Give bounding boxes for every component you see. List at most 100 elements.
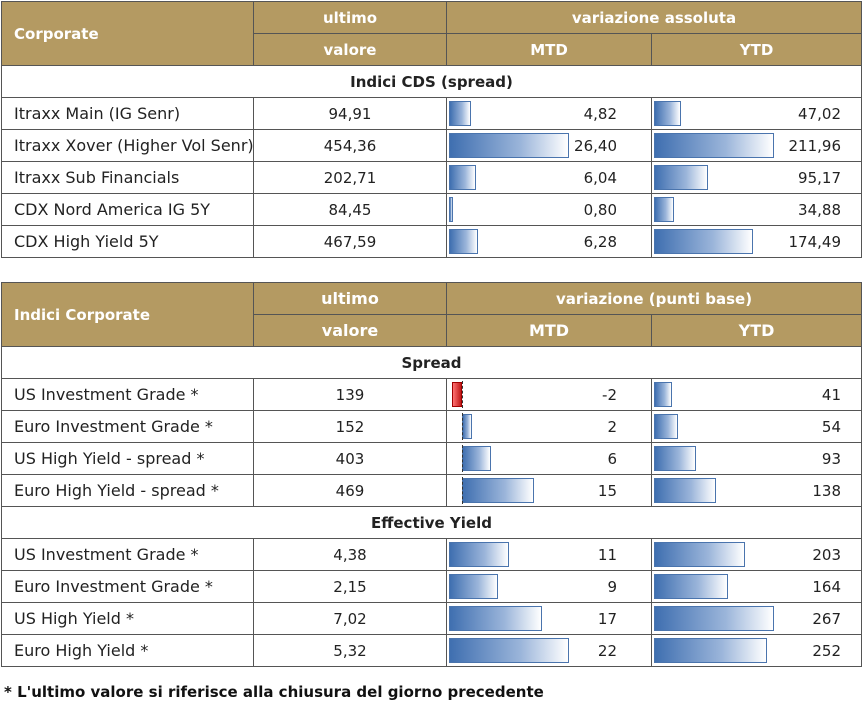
mtd-value: 6,04	[583, 168, 617, 187]
mtd-bar	[449, 133, 569, 158]
header-corporate: Corporate	[1, 1, 254, 66]
ytd-bar	[654, 638, 768, 663]
row-value: 7,02	[253, 602, 447, 635]
row-name: Euro High Yield - spread *	[1, 474, 254, 507]
ytd-cell: 54	[651, 410, 862, 443]
ytd-bar	[654, 478, 717, 503]
row-name: Euro Investment Grade *	[1, 410, 254, 443]
mtd-cell: -2	[446, 378, 652, 411]
row-name: US High Yield *	[1, 602, 254, 635]
header-mtd: MTD	[446, 314, 652, 347]
ytd-value: 267	[812, 609, 841, 628]
row-value: 139	[253, 378, 447, 411]
cds-table-body: Indici CDS (spread) Itraxx Main (IG Senr)…	[1, 65, 862, 258]
mtd-cell: 9	[446, 570, 652, 603]
ytd-bar	[654, 197, 674, 222]
mtd-bar	[449, 197, 453, 222]
mtd-value: 6,28	[583, 232, 617, 251]
mtd-bar	[449, 165, 477, 190]
section-row: Indici CDS (spread)	[1, 65, 862, 98]
header-ultimo: ultimo	[253, 1, 447, 34]
table-row: Itraxx Sub Financials 202,71 6,04 95,17	[1, 161, 862, 194]
ytd-bar	[654, 414, 679, 439]
section-row: Spread	[1, 346, 862, 379]
header-mtd: MTD	[446, 33, 652, 66]
header-variazione-pb: variazione (punti base)	[446, 282, 862, 315]
mtd-bar	[449, 229, 478, 254]
header-valore: valore	[253, 33, 447, 66]
ytd-value: 203	[812, 545, 841, 564]
mtd-cell: 6,28	[446, 225, 652, 258]
mtd-cell: 17	[446, 602, 652, 635]
mtd-cell: 4,82	[446, 97, 652, 130]
ytd-value: 252	[812, 641, 841, 660]
mtd-bar	[449, 542, 509, 567]
ytd-value: 164	[812, 577, 841, 596]
table-row: Euro High Yield - spread * 469 15 138	[1, 474, 862, 507]
table-row: US Investment Grade * 4,38 11 203	[1, 538, 862, 571]
ytd-bar	[654, 165, 708, 190]
table-row: US Investment Grade * 139 -2 41	[1, 378, 862, 411]
row-name: Itraxx Xover (Higher Vol Senr)	[1, 129, 254, 162]
mtd-bar	[462, 446, 491, 471]
ytd-cell: 47,02	[651, 97, 862, 130]
ytd-value: 41	[821, 385, 841, 404]
cds-table: Corporate ultimo variazione assoluta val…	[1, 1, 862, 258]
row-value: 469	[253, 474, 447, 507]
mtd-cell: 6,04	[446, 161, 652, 194]
row-name: Itraxx Main (IG Senr)	[1, 97, 254, 130]
ytd-cell: 41	[651, 378, 862, 411]
ytd-value: 174,49	[788, 232, 842, 251]
mtd-value: -2	[602, 385, 617, 404]
row-value: 454,36	[253, 129, 447, 162]
row-value: 4,38	[253, 538, 447, 571]
table-row: Euro Investment Grade * 2,15 9 164	[1, 570, 862, 603]
mtd-cell: 6	[446, 442, 652, 475]
section-row: Effective Yield	[1, 506, 862, 539]
row-value: 2,15	[253, 570, 447, 603]
ytd-value: 95,17	[798, 168, 841, 187]
ytd-cell: 203	[651, 538, 862, 571]
mtd-value: 17	[597, 609, 617, 628]
ytd-bar	[654, 606, 774, 631]
ytd-value: 211,96	[788, 136, 842, 155]
mtd-cell: 22	[446, 634, 652, 667]
ytd-cell: 95,17	[651, 161, 862, 194]
mtd-value: 0,80	[583, 200, 617, 219]
mtd-bar	[449, 101, 471, 126]
table-row: CDX Nord America IG 5Y 84,45 0,80 34,88	[1, 193, 862, 226]
row-name: US Investment Grade *	[1, 378, 254, 411]
ytd-value: 34,88	[798, 200, 841, 219]
mtd-value: 22	[597, 641, 617, 660]
row-value: 467,59	[253, 225, 447, 258]
row-value: 403	[253, 442, 447, 475]
mtd-bar	[462, 414, 472, 439]
ytd-bar	[654, 229, 753, 254]
ytd-bar	[654, 133, 774, 158]
mtd-value: 2	[607, 417, 617, 436]
header-ultimo: ultimo	[253, 282, 447, 315]
mtd-value: 26,40	[574, 136, 617, 155]
ytd-cell: 34,88	[651, 193, 862, 226]
table-row: Itraxx Main (IG Senr) 94,91 4,82 47,02	[1, 97, 862, 130]
row-value: 94,91	[253, 97, 447, 130]
mtd-axis-line	[462, 381, 463, 408]
mtd-bar	[452, 382, 462, 407]
mtd-bar	[449, 606, 542, 631]
table-row: Euro Investment Grade * 152 2 54	[1, 410, 862, 443]
section-title: Spread	[1, 346, 862, 379]
table-row: Itraxx Xover (Higher Vol Senr) 454,36 26,4…	[1, 129, 862, 162]
table-row: Euro High Yield * 5,32 22 252	[1, 634, 862, 667]
mtd-axis-line	[462, 413, 463, 440]
ytd-bar	[654, 446, 696, 471]
header-ytd: YTD	[651, 314, 862, 347]
mtd-value: 4,82	[583, 104, 617, 123]
row-name: CDX Nord America IG 5Y	[1, 193, 254, 226]
ytd-bar	[654, 101, 681, 126]
ytd-value: 93	[821, 449, 841, 468]
mtd-cell: 26,40	[446, 129, 652, 162]
corporate-table-body: Spread US Investment Grade * 139 -2 41 Euro I…	[1, 346, 862, 667]
row-value: 152	[253, 410, 447, 443]
table-row: US High Yield - spread * 403 6 93	[1, 442, 862, 475]
header-ytd: YTD	[651, 33, 862, 66]
